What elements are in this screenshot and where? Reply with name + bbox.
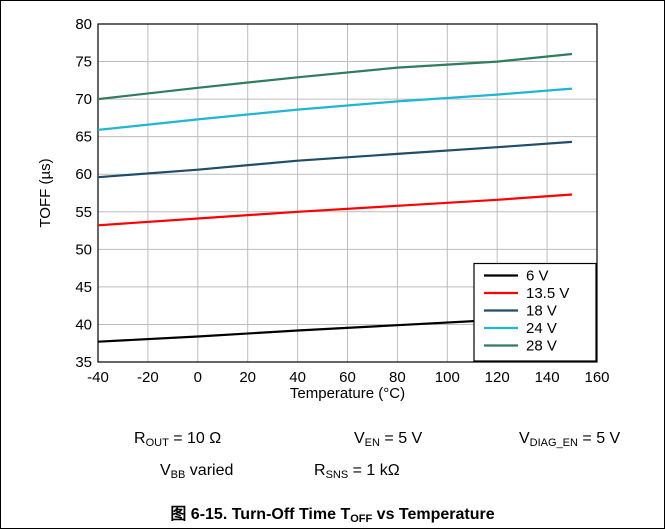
x-axis-label: Temperature (°C)	[290, 385, 405, 402]
series-line-3	[97, 87, 573, 131]
plot-area	[97, 23, 598, 363]
legend-label: 6 V	[526, 268, 549, 285]
x-tick-label: 60	[339, 369, 356, 386]
legend-label: 13.5 V	[526, 285, 569, 302]
y-tick-label: 35	[75, 354, 92, 371]
y-tick-label: 60	[75, 166, 92, 183]
legend-label: 18 V	[526, 303, 557, 320]
x-tick-label: -20	[137, 369, 159, 386]
series-line-2	[97, 140, 573, 179]
x-tick-label: 20	[239, 369, 256, 386]
condition-rsns: RSNS = 1 kΩ	[314, 462, 400, 481]
y-tick-label: 70	[75, 91, 92, 108]
series-line-1	[97, 193, 573, 227]
series-line-4	[97, 52, 573, 101]
condition-rout: ROUT = 10 Ω	[134, 430, 222, 449]
x-tick-label: 80	[389, 369, 406, 386]
condition-ven: VEN = 5 V	[354, 430, 423, 449]
y-tick-label: 45	[75, 279, 92, 296]
x-tick-label: 0	[194, 369, 202, 386]
y-tick-label: 75	[75, 54, 92, 71]
y-tick-label: 40	[75, 316, 92, 333]
legend: 6 V13.5 V18 V24 V28 V	[473, 262, 597, 362]
x-tick-label: -40	[87, 369, 109, 386]
x-tick-labels: -40 -20 0 20 40 60 80 100 120 140 160	[87, 369, 609, 386]
x-tick-label: 160	[584, 369, 609, 386]
y-axis-label: TOFF (µs)	[37, 158, 54, 227]
y-tick-label: 55	[75, 204, 92, 221]
x-tick-label: 140	[535, 369, 560, 386]
y-tick-label: 50	[75, 241, 92, 258]
chart: -40 -20 0 20 40 60 80 100 120 140 160 35 40 45 50 55 60…	[37, 16, 610, 402]
y-tick-label: 80	[75, 16, 92, 33]
condition-vdiag-en: VDIAG_EN = 5 V	[519, 430, 621, 449]
y-tick-label: 65	[75, 129, 92, 146]
figure-caption: 图 6-15. Turn-Off Time TOFF vs Temperatur…	[170, 506, 495, 525]
x-tick-label: 120	[485, 369, 510, 386]
y-tick-labels: 35 40 45 50 55 60 65 70 75 80	[75, 16, 92, 371]
legend-label: 24 V	[526, 320, 557, 337]
x-tick-label: 40	[289, 369, 306, 386]
legend-label: 28 V	[526, 338, 557, 355]
x-tick-label: 100	[435, 369, 460, 386]
condition-vbb: VBB varied	[160, 462, 234, 481]
